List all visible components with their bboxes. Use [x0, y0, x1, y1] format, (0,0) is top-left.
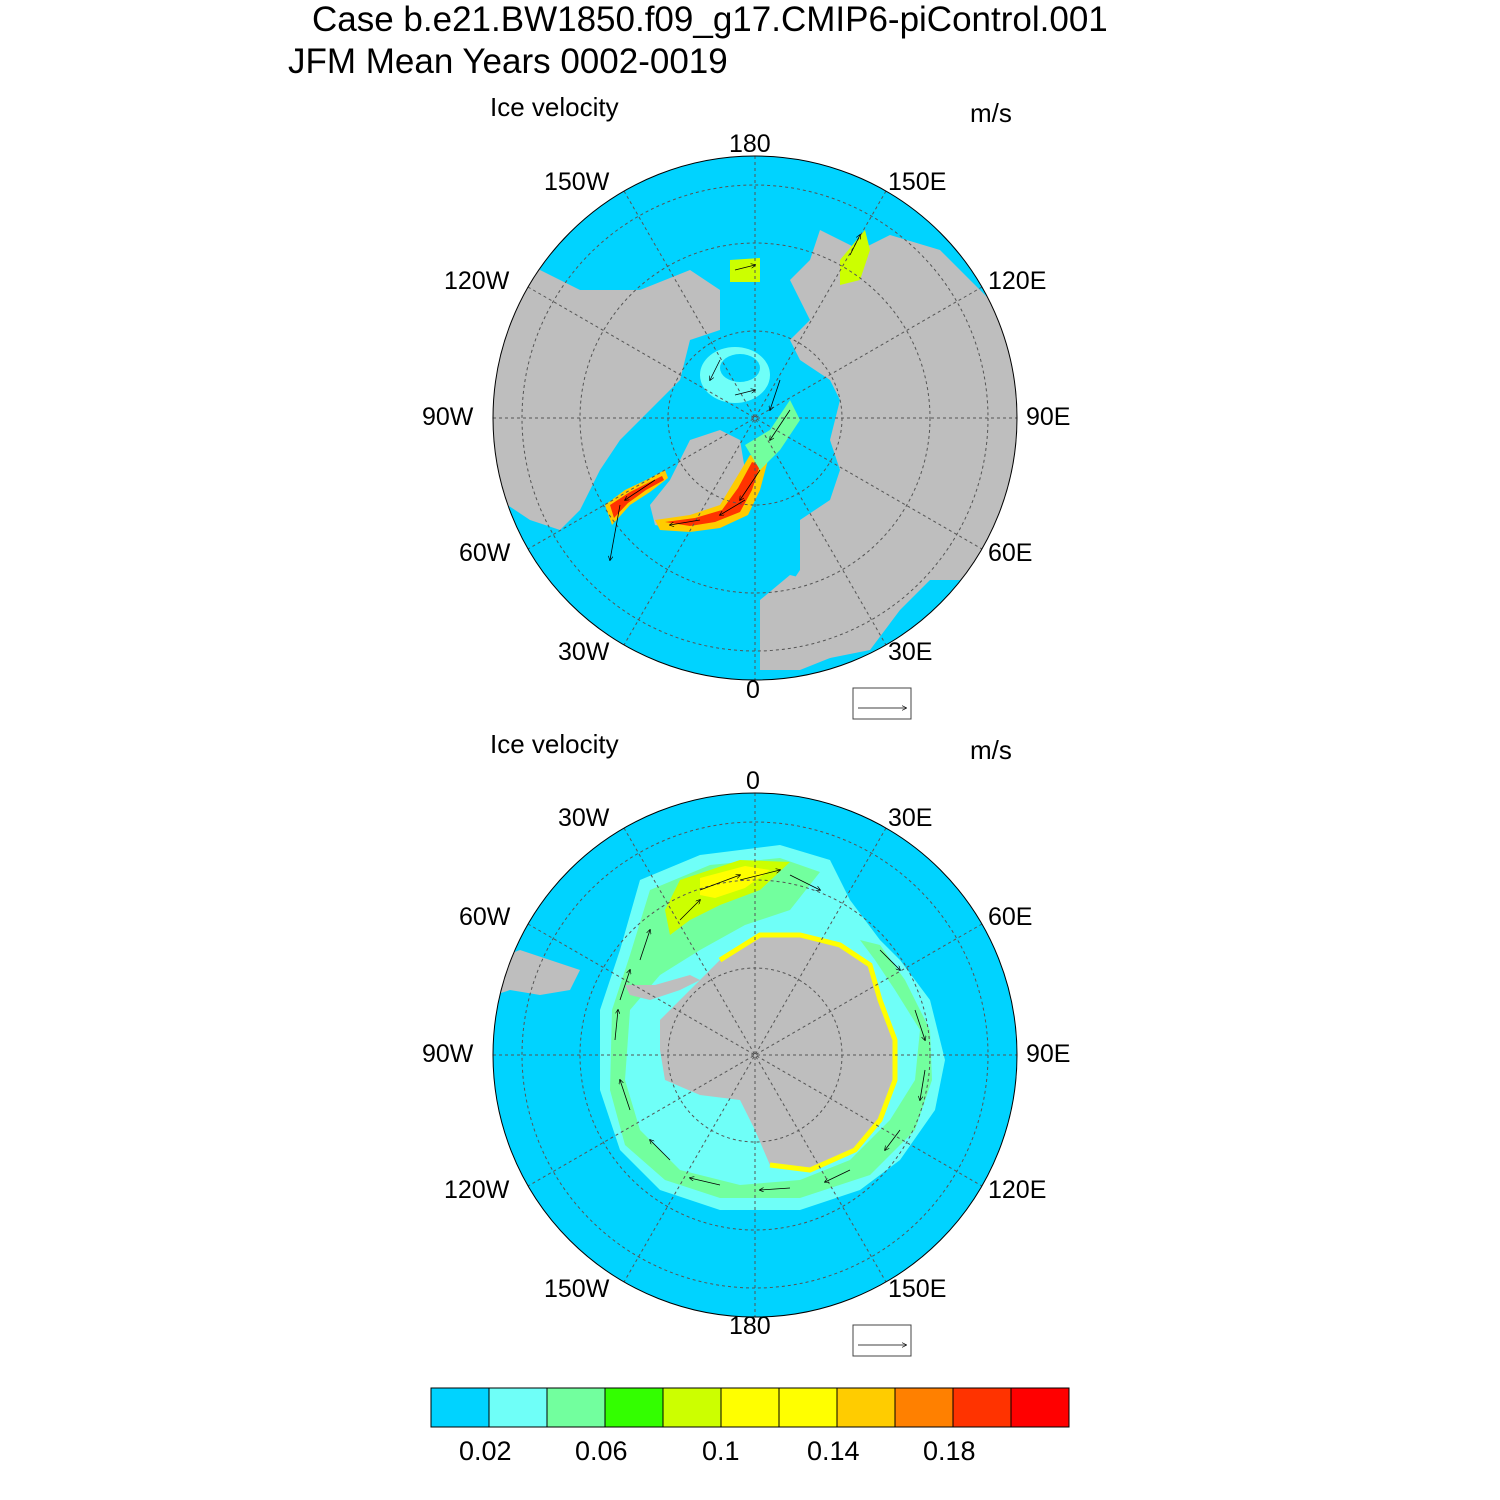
colorbar-box [604, 1387, 664, 1428]
north-lon-label-30e: 30E [888, 638, 933, 666]
south-lon-label-120w: 120W [444, 1176, 510, 1204]
south-lon-label-0: 0 [746, 767, 760, 795]
south-velocity-vectors [614, 870, 925, 1190]
south-panel-label: Ice velocity [490, 729, 619, 759]
colorbar-label: 0.02 [459, 1436, 512, 1466]
north-lon-label-150w: 150W [544, 168, 610, 196]
south-land-southamerica [493, 950, 580, 995]
south-ref-vector-box [852, 1324, 912, 1357]
colorbar-box [894, 1387, 954, 1428]
north-land-northamerica [493, 260, 720, 530]
north-fram-band-red [665, 462, 760, 526]
colorbar-box [430, 1387, 490, 1428]
colorbar-box [778, 1387, 838, 1428]
south-panel-units: m/s [970, 735, 1012, 765]
north-ref-vector-box [852, 687, 912, 720]
colorbar-box [836, 1387, 896, 1428]
north-baffin-band-red [610, 476, 664, 518]
colorbar-box [952, 1387, 1012, 1428]
colorbar-box [662, 1387, 722, 1428]
north-transpolar-green [745, 400, 800, 470]
colorbar-box [488, 1387, 548, 1428]
north-ice-velocity-field [605, 230, 870, 532]
north-lon-label-150e: 150E [888, 168, 947, 196]
south-map-border [492, 792, 1018, 1318]
south-lon-label-120e: 120E [988, 1176, 1047, 1204]
figure-title-line1: Case b.e21.BW1850.f09_g17.CMIP6-piContro… [312, 0, 1108, 39]
colorbar-label: 0.14 [807, 1436, 860, 1466]
south-weddell-yellowgreen [665, 860, 790, 935]
north-panel-units: m/s [970, 98, 1012, 128]
colorbar [430, 1387, 1070, 1428]
colorbar-box [1010, 1387, 1070, 1428]
north-polar-map [492, 155, 1018, 720]
south-lon-label-90w: 90W [422, 1040, 474, 1068]
north-laptev-yellowgreen [840, 230, 870, 285]
south-land-antarctica [660, 935, 895, 1170]
north-velocity-vectors [610, 235, 860, 560]
south-land-peninsula [625, 975, 700, 1000]
south-lon-label-90e: 90E [1026, 1040, 1071, 1068]
north-lon-label-120w: 120W [444, 267, 510, 295]
colorbar-label: 0.06 [575, 1436, 628, 1466]
north-graticule [493, 156, 1017, 680]
south-weddell-yellow [700, 866, 770, 898]
north-lon-label-60w: 60W [459, 539, 511, 567]
south-lon-label-30e: 30E [888, 804, 933, 832]
north-land-europe [760, 575, 850, 670]
south-lon-label-60e: 60E [988, 903, 1033, 931]
colorbar-box [720, 1387, 780, 1428]
figure-title-line2: JFM Mean Years 0002-0019 [288, 42, 728, 81]
north-lon-label-0: 0 [746, 676, 760, 704]
north-lon-label-90e: 90E [1026, 403, 1071, 431]
colorbar-label: 0.1 [702, 1436, 740, 1466]
north-panel-label: Ice velocity [490, 92, 619, 122]
north-lon-label-120e: 120E [988, 267, 1047, 295]
north-fram-band-orange [655, 455, 768, 532]
colorbar-box [546, 1387, 606, 1428]
north-lon-label-90w: 90W [422, 403, 474, 431]
south-lon-label-30w: 30W [558, 804, 610, 832]
north-lon-label-60e: 60E [988, 539, 1033, 567]
colorbar-label: 0.18 [923, 1436, 976, 1466]
south-graticule [493, 793, 1017, 1317]
north-lon-label-180: 180 [729, 130, 771, 158]
south-coastal-yellow-band [718, 932, 898, 1173]
north-map-border [492, 155, 1018, 681]
south-lon-label-60w: 60W [459, 903, 511, 931]
south-polar-map [492, 792, 1018, 1357]
north-lon-label-30w: 30W [558, 638, 610, 666]
south-lon-label-150w: 150W [544, 1275, 610, 1303]
south-lon-label-150e: 150E [888, 1275, 947, 1303]
north-land-asia [760, 230, 1017, 665]
